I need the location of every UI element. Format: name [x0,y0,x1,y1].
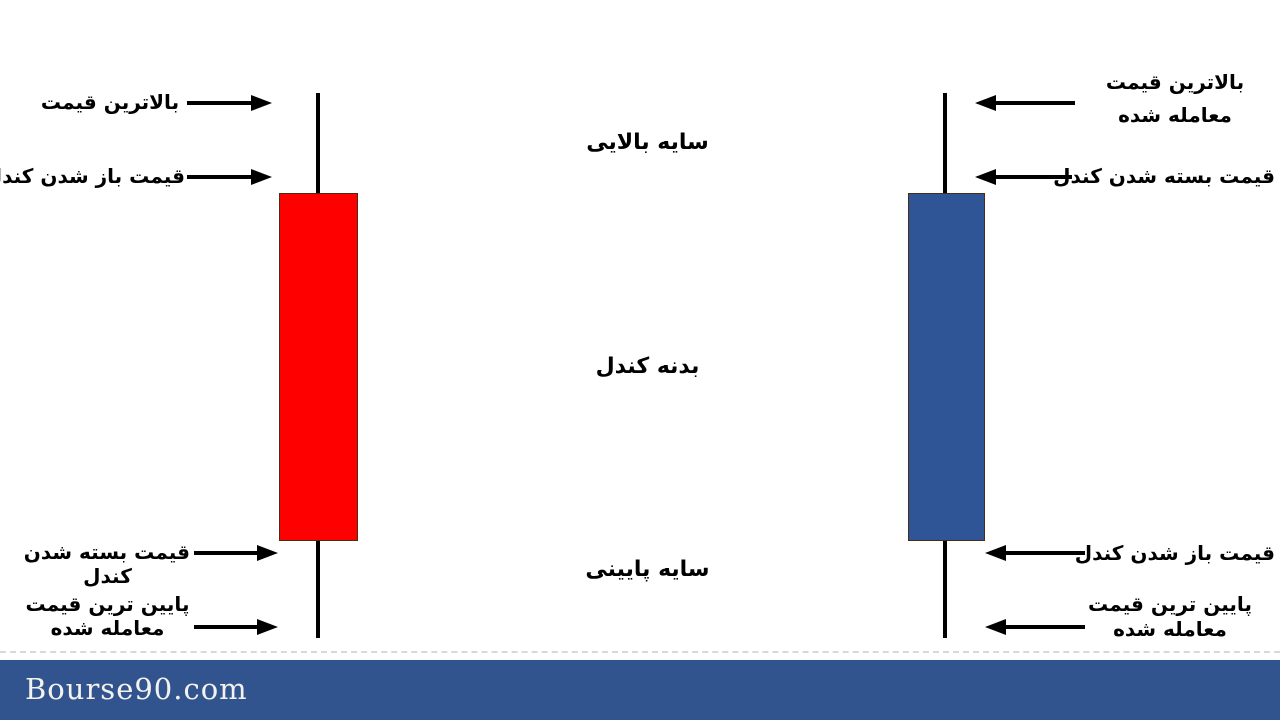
arrow-head [251,95,272,111]
left-arrow-icon [975,95,1075,111]
right-label-highest-price: بالاترین قیمت معامله شده [1085,66,1265,132]
left-candle-body [279,193,358,541]
arrow-shaft [187,175,254,179]
left-arrow-icon [975,169,1072,185]
right-arrow-icon [187,95,272,111]
left-label-lowest-price-line2: معامله شده [50,616,165,640]
arrow-shaft [993,175,1072,179]
left-label-open-price: قیمت باز شدن کندل [0,164,185,188]
arrow-head [257,545,278,561]
right-label-lowest-price: پایین ترین قیمت معامله شده [1085,592,1255,642]
right-label-highest-price-line1: بالاترین قیمت [1105,70,1245,94]
right-label-lowest-price-line2: معامله شده [1113,617,1227,641]
right-candle-body [908,193,985,541]
arrow-head [257,619,278,635]
left-label-lowest-price-line1: پایین ترین قیمت [25,592,190,616]
left-label-close-price-line2: کندل [83,564,132,588]
right-arrow-icon [194,545,278,561]
arrow-shaft [187,101,254,105]
arrow-head [975,95,996,111]
right-label-close-price: قیمت بسته شدن کندل [1053,164,1275,188]
center-label-candle-body: بدنه کندل [595,354,700,379]
right-label-lowest-price-line1: پایین ترین قیمت [1088,592,1252,616]
right-label-highest-price-line2: معامله شده [1118,103,1232,127]
left-label-highest-price: بالاترین قیمت [40,90,180,114]
arrow-shaft [993,101,1075,105]
brand-text: Bourse90.com [25,672,248,706]
left-label-lowest-price: پایین ترین قیمت معامله شده [25,592,190,640]
right-label-open-price: قیمت باز شدن کندل [1074,541,1275,565]
arrow-shaft [1003,625,1085,629]
arrow-head [985,619,1006,635]
arrow-shaft [194,625,260,629]
footer-bar: Bourse90.com [0,660,1280,720]
right-arrow-icon [194,619,278,635]
divider-line [0,651,1280,653]
left-arrow-icon [985,545,1085,561]
arrow-shaft [194,551,260,555]
center-label-upper-shadow: سایه بالایی [586,130,709,155]
right-arrow-icon [187,169,272,185]
left-arrow-icon [985,619,1085,635]
arrow-shaft [1003,551,1085,555]
arrow-head [975,169,996,185]
arrow-head [251,169,272,185]
left-label-close-price: قیمت بسته شدن کندل [23,540,190,588]
center-label-lower-shadow: سایه پایینی [585,557,710,582]
left-label-close-price-line1: قیمت بسته شدن [23,540,190,564]
arrow-head [985,545,1006,561]
